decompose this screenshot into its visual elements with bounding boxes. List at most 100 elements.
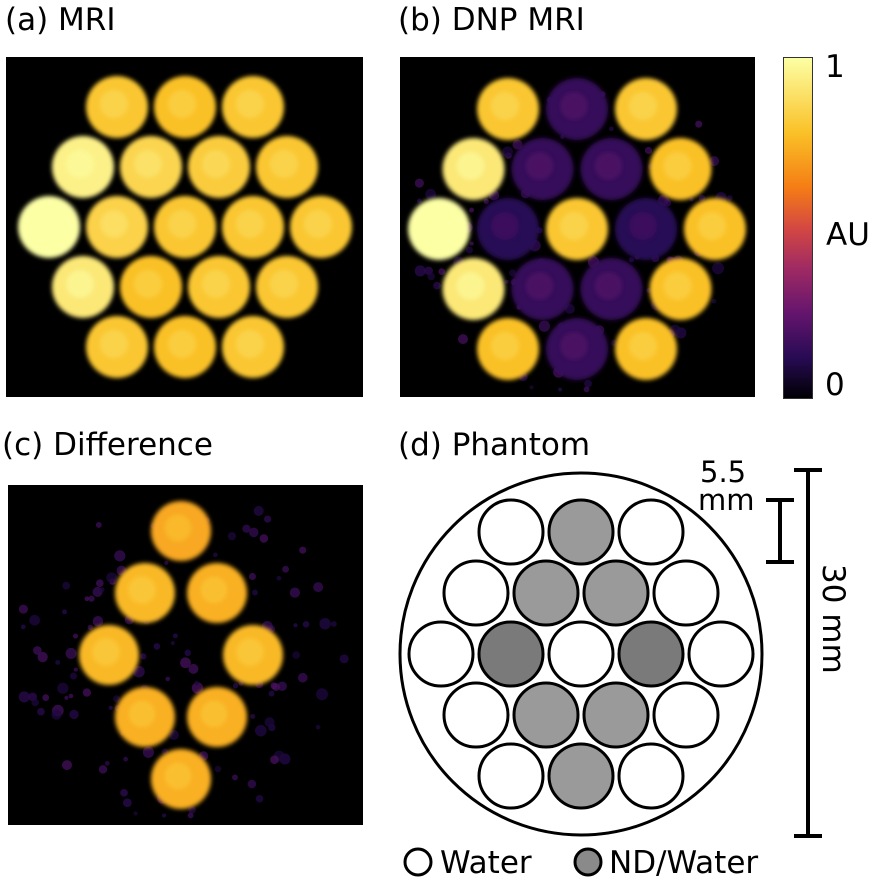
panel-b-label: (b) DNP MRI — [398, 2, 585, 38]
background-noise-speck — [584, 379, 592, 388]
well-signal-highlight — [491, 332, 519, 360]
well-signal-highlight — [92, 638, 120, 666]
phantom-well-water — [687, 620, 755, 688]
dnp-mri-image — [400, 57, 755, 397]
background-noise-speck — [61, 760, 73, 771]
background-noise-speck — [583, 386, 590, 393]
phantom-well-nd-water — [512, 681, 580, 749]
well-signal-highlight — [456, 152, 485, 180]
phantom-well-nd-water — [547, 742, 615, 810]
well-signal-highlight — [456, 272, 485, 300]
background-noise-speck — [170, 640, 175, 646]
well-signal-highlight — [560, 212, 588, 240]
background-noise-speck — [132, 665, 145, 678]
background-noise-speck — [213, 552, 218, 558]
well-signal-highlight — [629, 332, 657, 360]
background-noise-speck — [726, 195, 733, 201]
panel-d-label: (d) Phantom — [398, 427, 591, 463]
phantom-well-water — [442, 559, 510, 627]
background-noise-speck — [698, 194, 706, 202]
background-noise-speck — [254, 724, 267, 737]
background-noise-speck — [188, 805, 196, 814]
well-signal-highlight — [32, 210, 60, 238]
background-noise-speck — [249, 527, 259, 538]
well-signal-highlight — [168, 210, 196, 238]
difference-image-canvas — [18, 501, 349, 819]
well-signal-highlight — [100, 90, 128, 118]
well-signal-highlight — [168, 90, 196, 118]
phantom-well-water — [617, 498, 685, 566]
background-noise-speck — [92, 615, 104, 627]
background-noise-speck — [95, 579, 104, 588]
background-noise-speck — [69, 709, 79, 720]
background-noise-speck — [168, 729, 179, 740]
well-signal-highlight — [200, 700, 228, 728]
background-noise-speck — [276, 575, 282, 581]
background-noise-speck — [609, 126, 614, 132]
background-noise-speck — [64, 695, 69, 700]
background-noise-speck — [120, 788, 128, 797]
background-noise-speck — [465, 246, 474, 254]
background-noise-speck — [232, 774, 238, 781]
background-noise-speck — [133, 811, 138, 816]
well-signal-highlight — [663, 152, 692, 180]
background-noise-speck — [270, 755, 279, 765]
well-signal-highlight — [200, 576, 228, 604]
background-noise-speck — [84, 596, 90, 602]
background-noise-speck — [277, 681, 287, 691]
background-noise-speck — [142, 746, 155, 758]
well-signal-highlight — [270, 270, 298, 298]
background-noise-speck — [270, 682, 278, 690]
background-noise-speck — [164, 560, 169, 565]
scale-bar-large-label: 30 mm — [815, 564, 851, 674]
background-noise-speck — [87, 624, 93, 630]
background-noise-speck — [99, 587, 105, 593]
background-noise-speck — [20, 624, 26, 630]
phantom-well-water — [407, 620, 475, 688]
well-signal-highlight — [134, 150, 162, 178]
background-noise-speck — [140, 653, 147, 660]
colorbar-min-label: 0 — [825, 367, 845, 403]
well-signal-highlight — [698, 212, 726, 240]
well-signal-highlight — [164, 514, 192, 542]
well-signal-highlight — [594, 152, 623, 180]
background-noise-speck — [73, 633, 79, 639]
background-noise-speck — [250, 714, 256, 719]
background-noise-speck — [502, 146, 513, 158]
background-noise-speck — [264, 515, 272, 523]
background-noise-speck — [292, 651, 301, 659]
colorbar-max-label: 1 — [825, 49, 845, 85]
mri-image-canvas — [18, 76, 352, 378]
background-noise-speck — [529, 385, 534, 390]
well-signal-highlight — [128, 700, 156, 728]
well-signal-highlight — [560, 92, 588, 120]
well-signal-highlight — [236, 330, 264, 358]
background-noise-speck — [180, 657, 191, 669]
well-signal-highlight — [491, 212, 519, 240]
background-noise-speck — [433, 281, 441, 290]
background-noise-speck — [108, 705, 113, 710]
phantom-well-water — [617, 742, 685, 810]
background-noise-speck — [188, 663, 199, 674]
background-noise-speck — [122, 798, 132, 808]
legend-water-marker — [403, 847, 433, 877]
well-signal-highlight — [491, 92, 519, 120]
background-noise-speck — [469, 241, 474, 246]
background-noise-speck — [61, 609, 67, 615]
background-noise-speck — [37, 651, 48, 663]
well-signal-highlight — [168, 330, 196, 358]
legend-nd-water-label: ND/Water — [609, 845, 758, 881]
phantom-well-nd-water — [617, 620, 685, 688]
scale-bar-small-value: 5.5 — [700, 460, 746, 489]
background-noise-speck — [42, 694, 50, 701]
background-noise-speck — [628, 257, 635, 263]
background-noise-speck — [251, 589, 258, 596]
phantom-well-nd-water — [512, 559, 580, 627]
well-signal-highlight — [663, 272, 692, 300]
background-noise-speck — [57, 682, 69, 694]
phantom-well-water — [547, 620, 615, 688]
background-noise-speck — [31, 698, 39, 707]
background-noise-speck — [227, 531, 237, 541]
background-noise-speck — [709, 156, 720, 167]
well-signal-highlight — [100, 210, 128, 238]
